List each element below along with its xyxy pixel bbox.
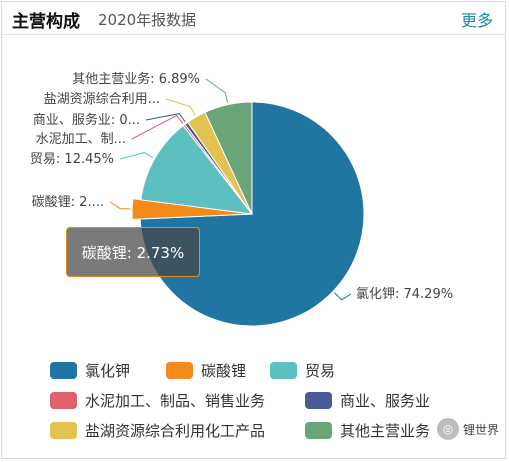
legend-item-saltlake[interactable]: 盐湖资源综合利用化工产品: [50, 420, 265, 440]
legend-swatch-kcl: [50, 361, 77, 379]
legend-swatch-trade: [270, 361, 297, 379]
slice-label-cement: 水泥加工、制...: [36, 132, 126, 147]
pie-slice-trade[interactable]: [140, 124, 254, 215]
legend-swatch-saltlake: [50, 421, 77, 439]
card-header: 主营构成 2020年报数据 更多: [2, 2, 505, 35]
legend-label-commerce: 商业、服务业: [340, 391, 431, 410]
legend-label-saltlake: 盐湖资源综合利用化工产品: [85, 421, 266, 440]
legend-label-li2co3: 碳酸锂: [201, 361, 247, 380]
legend-swatch-cement: [50, 391, 77, 409]
legend-item-kcl[interactable]: 氯化钾: [50, 360, 130, 380]
legend-swatch-li2co3: [166, 361, 193, 379]
legend-label-cement: 水泥加工、制品、销售业务: [85, 391, 266, 410]
watermark-logo-icon: ◎: [436, 418, 459, 440]
leader-line-trade: [119, 152, 154, 160]
slice-label-saltlake: 盐湖资源综合利用...: [44, 92, 160, 107]
legend-item-commerce[interactable]: 商业、服务业: [305, 390, 430, 410]
slice-label-trade: 贸易: 12.45%: [30, 152, 114, 167]
card-subtitle: 2020年报数据: [98, 11, 197, 29]
pie-slice-other[interactable]: [204, 101, 253, 215]
leader-line-saltlake: [165, 98, 196, 116]
legend-swatch-commerce: [305, 391, 332, 409]
slice-label-other: 其他主营业务: 6.89%: [72, 71, 200, 87]
slice-label-kcl: 氯化钾: 74.29%: [356, 287, 453, 302]
card-title: 主营构成: [12, 12, 80, 32]
slice-label-li2co3: 碳酸锂: 2....: [32, 195, 104, 210]
legend-label-kcl: 氯化钾: [85, 361, 131, 380]
pie-slice-li2co3[interactable]: [131, 198, 253, 220]
leader-line-kcl: [334, 292, 352, 301]
legend-swatch-other: [305, 421, 332, 439]
watermark-text: 锂世界: [462, 422, 499, 437]
legend-label-other: 其他主营业务: [340, 421, 431, 440]
leader-line-other: [205, 78, 229, 103]
legend-label-trade: 贸易: [305, 361, 336, 380]
legend-item-trade[interactable]: 贸易: [270, 360, 335, 380]
tooltip-text: 碳酸锂: 2.73%: [81, 243, 185, 262]
chart-tooltip: 碳酸锂: 2.73%: [66, 227, 200, 277]
legend-item-other[interactable]: 其他主营业务: [305, 420, 430, 440]
leader-line-cement: [131, 114, 184, 140]
leader-line-li2co3: [109, 201, 131, 210]
legend-item-cement[interactable]: 水泥加工、制品、销售业务: [50, 390, 265, 410]
slice-label-commerce: 商业、服务业: 0...: [33, 112, 140, 128]
legend-item-li2co3[interactable]: 碳酸锂: [166, 360, 246, 380]
watermark: ◎ 锂世界: [436, 418, 499, 440]
leader-line-commerce: [145, 113, 186, 122]
more-link[interactable]: 更多: [460, 11, 493, 30]
